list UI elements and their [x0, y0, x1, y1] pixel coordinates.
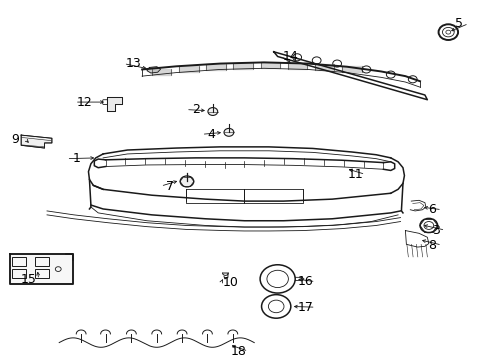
Text: 1: 1: [72, 152, 80, 165]
Text: 11: 11: [347, 168, 363, 181]
Text: 3: 3: [431, 224, 439, 237]
Text: 15: 15: [21, 273, 37, 286]
Text: 4: 4: [207, 128, 215, 141]
Text: 5: 5: [454, 17, 462, 30]
Text: 8: 8: [427, 239, 435, 252]
Bar: [35, 257, 49, 266]
Text: 6: 6: [427, 203, 435, 216]
Bar: [35, 269, 49, 278]
Text: 13: 13: [125, 57, 141, 70]
Circle shape: [180, 176, 193, 187]
Bar: [12, 257, 26, 266]
Polygon shape: [21, 135, 52, 148]
Text: 7: 7: [166, 180, 174, 193]
Text: 18: 18: [230, 345, 246, 358]
Text: 10: 10: [223, 276, 238, 289]
Text: 2: 2: [191, 103, 199, 116]
Polygon shape: [107, 97, 122, 111]
Text: 14: 14: [283, 50, 298, 63]
Text: 16: 16: [298, 275, 313, 288]
Circle shape: [207, 108, 217, 116]
Polygon shape: [147, 67, 160, 73]
Text: 9: 9: [11, 132, 19, 145]
Bar: [12, 269, 26, 278]
Polygon shape: [10, 254, 73, 284]
Text: 17: 17: [297, 301, 313, 314]
Text: 12: 12: [77, 95, 92, 109]
Circle shape: [224, 129, 233, 136]
